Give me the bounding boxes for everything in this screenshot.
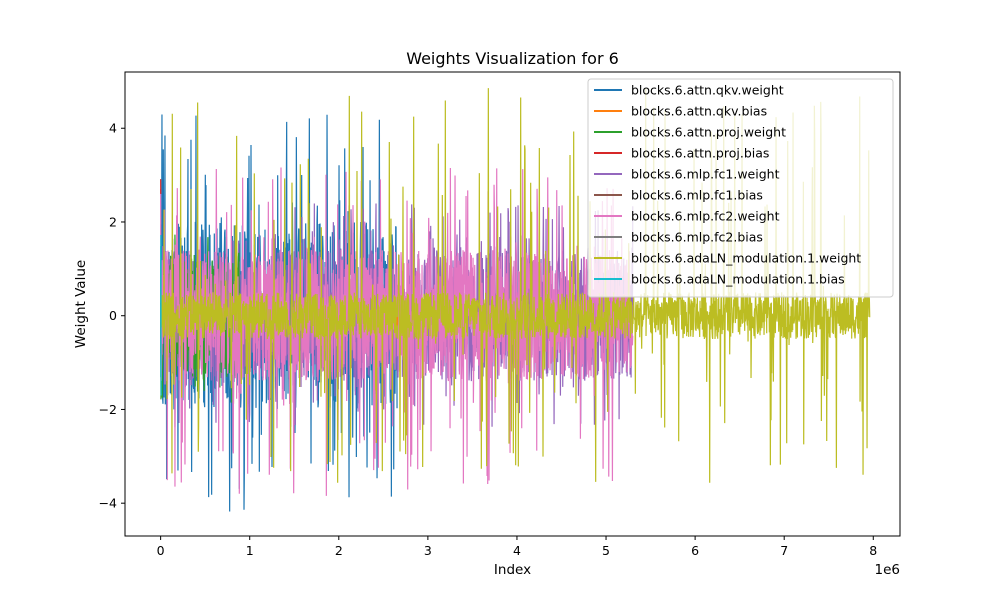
- x-tick-label: 8: [869, 543, 877, 558]
- legend-entry: blocks.6.attn.qkv.weight: [631, 83, 784, 98]
- x-tick-label: 0: [157, 543, 165, 558]
- y-axis-label: Weight Value: [73, 260, 89, 348]
- x-tick-label: 5: [602, 543, 610, 558]
- y-tick-label: −4: [99, 496, 117, 511]
- y-tick-label: 4: [109, 121, 117, 136]
- y-tick-label: 2: [109, 214, 117, 229]
- y-axis: −4 −2 0 2 4: [99, 121, 125, 511]
- x-tick-label: 2: [335, 543, 343, 558]
- x-axis-label: Index: [494, 562, 531, 578]
- legend-entry: blocks.6.mlp.fc1.weight: [631, 167, 780, 182]
- y-tick-label: −2: [99, 402, 117, 417]
- series-line: [160, 167, 634, 496]
- legend-entry: blocks.6.mlp.fc1.bias: [631, 188, 763, 203]
- legend-box: [587, 78, 894, 298]
- legend-entry: blocks.6.attn.proj.weight: [631, 125, 786, 140]
- x-tick-label: 6: [691, 543, 699, 558]
- legend: blocks.6.attn.qkv.weight blocks.6.attn.qk…: [587, 78, 894, 298]
- legend-entry: blocks.6.mlp.fc2.bias: [631, 230, 763, 245]
- y-tick-label: 0: [109, 308, 117, 323]
- chart-title: Weights Visualization for 6: [406, 49, 619, 68]
- x-tick-label: 7: [780, 543, 788, 558]
- x-tick-label: 3: [424, 543, 432, 558]
- x-axis-multiplier: 1e6: [875, 562, 900, 578]
- x-tick-label: 4: [513, 543, 521, 558]
- series-layer: [160, 88, 871, 512]
- legend-entry: blocks.6.attn.proj.bias: [631, 146, 769, 161]
- x-axis: 0 1 2 3 4 5 6 7 8: [157, 536, 877, 558]
- legend-entry: blocks.6.mlp.fc2.weight: [631, 209, 780, 224]
- legend-entry: blocks.6.attn.qkv.bias: [631, 104, 767, 119]
- plot-frame: [124, 71, 901, 537]
- x-tick-label: 1: [246, 543, 254, 558]
- legend-entry: blocks.6.adaLN_modulation.1.bias: [631, 272, 845, 287]
- series-line: [160, 88, 871, 483]
- legend-entry: blocks.6.adaLN_modulation.1.weight: [631, 251, 861, 266]
